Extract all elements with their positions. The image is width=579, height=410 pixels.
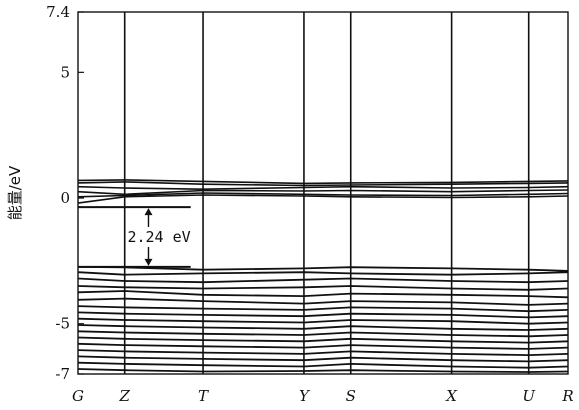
x-tick-g: G xyxy=(72,387,84,405)
band-gap-label: 2.24 eV xyxy=(127,228,190,246)
y-tick-label: 5 xyxy=(60,63,70,81)
x-tick-t: T xyxy=(198,387,209,405)
y-tick-label: -5 xyxy=(55,315,70,333)
valence-band-12 xyxy=(77,342,569,350)
y-tick-label: 0 xyxy=(60,189,70,207)
x-tick-s: S xyxy=(346,387,356,405)
valence-band-6 xyxy=(77,305,569,313)
valence-band-5 xyxy=(77,297,569,306)
conduction-band-1 xyxy=(77,179,569,185)
y-axis-label: 能量/eV xyxy=(6,165,24,220)
valence-band-9 xyxy=(77,324,569,331)
gap-arrowhead-up xyxy=(144,208,153,216)
x-tick-x: X xyxy=(445,387,458,405)
x-tick-r: R xyxy=(561,387,573,405)
x-tick-u: U xyxy=(522,387,536,405)
valence-band-10 xyxy=(77,330,569,338)
valence-band-16 xyxy=(77,368,569,373)
conduction-band-3 xyxy=(77,185,569,191)
valence-band-14 xyxy=(77,355,569,363)
x-tick-y: Y xyxy=(299,387,311,405)
y-tick-label: 7.4 xyxy=(46,3,70,21)
conduction-band-5 xyxy=(77,192,569,198)
valence-band-4 xyxy=(77,290,569,299)
valence-band-15 xyxy=(77,361,569,369)
y-tick-label: -7 xyxy=(55,365,70,383)
conduction-band-6 xyxy=(77,194,569,204)
conduction-band-2 xyxy=(77,181,569,187)
valence-band-13 xyxy=(77,349,569,357)
valence-band-3 xyxy=(77,285,569,291)
bands xyxy=(77,179,569,373)
y-axis-ticks: 7.4 5 0 -5 -7 xyxy=(46,3,84,383)
valence-band-8 xyxy=(77,317,569,325)
valence-band-1 xyxy=(77,271,569,276)
valence-band-11 xyxy=(77,336,569,344)
band-gap-annotation: 2.24 eV xyxy=(78,206,191,268)
plot-frame xyxy=(77,11,569,375)
valence-band-7 xyxy=(77,311,569,319)
valence-band-2 xyxy=(77,277,569,284)
conduction-band-4 xyxy=(77,189,569,196)
gap-arrowhead-down xyxy=(144,258,153,266)
x-tick-z: Z xyxy=(118,387,130,405)
